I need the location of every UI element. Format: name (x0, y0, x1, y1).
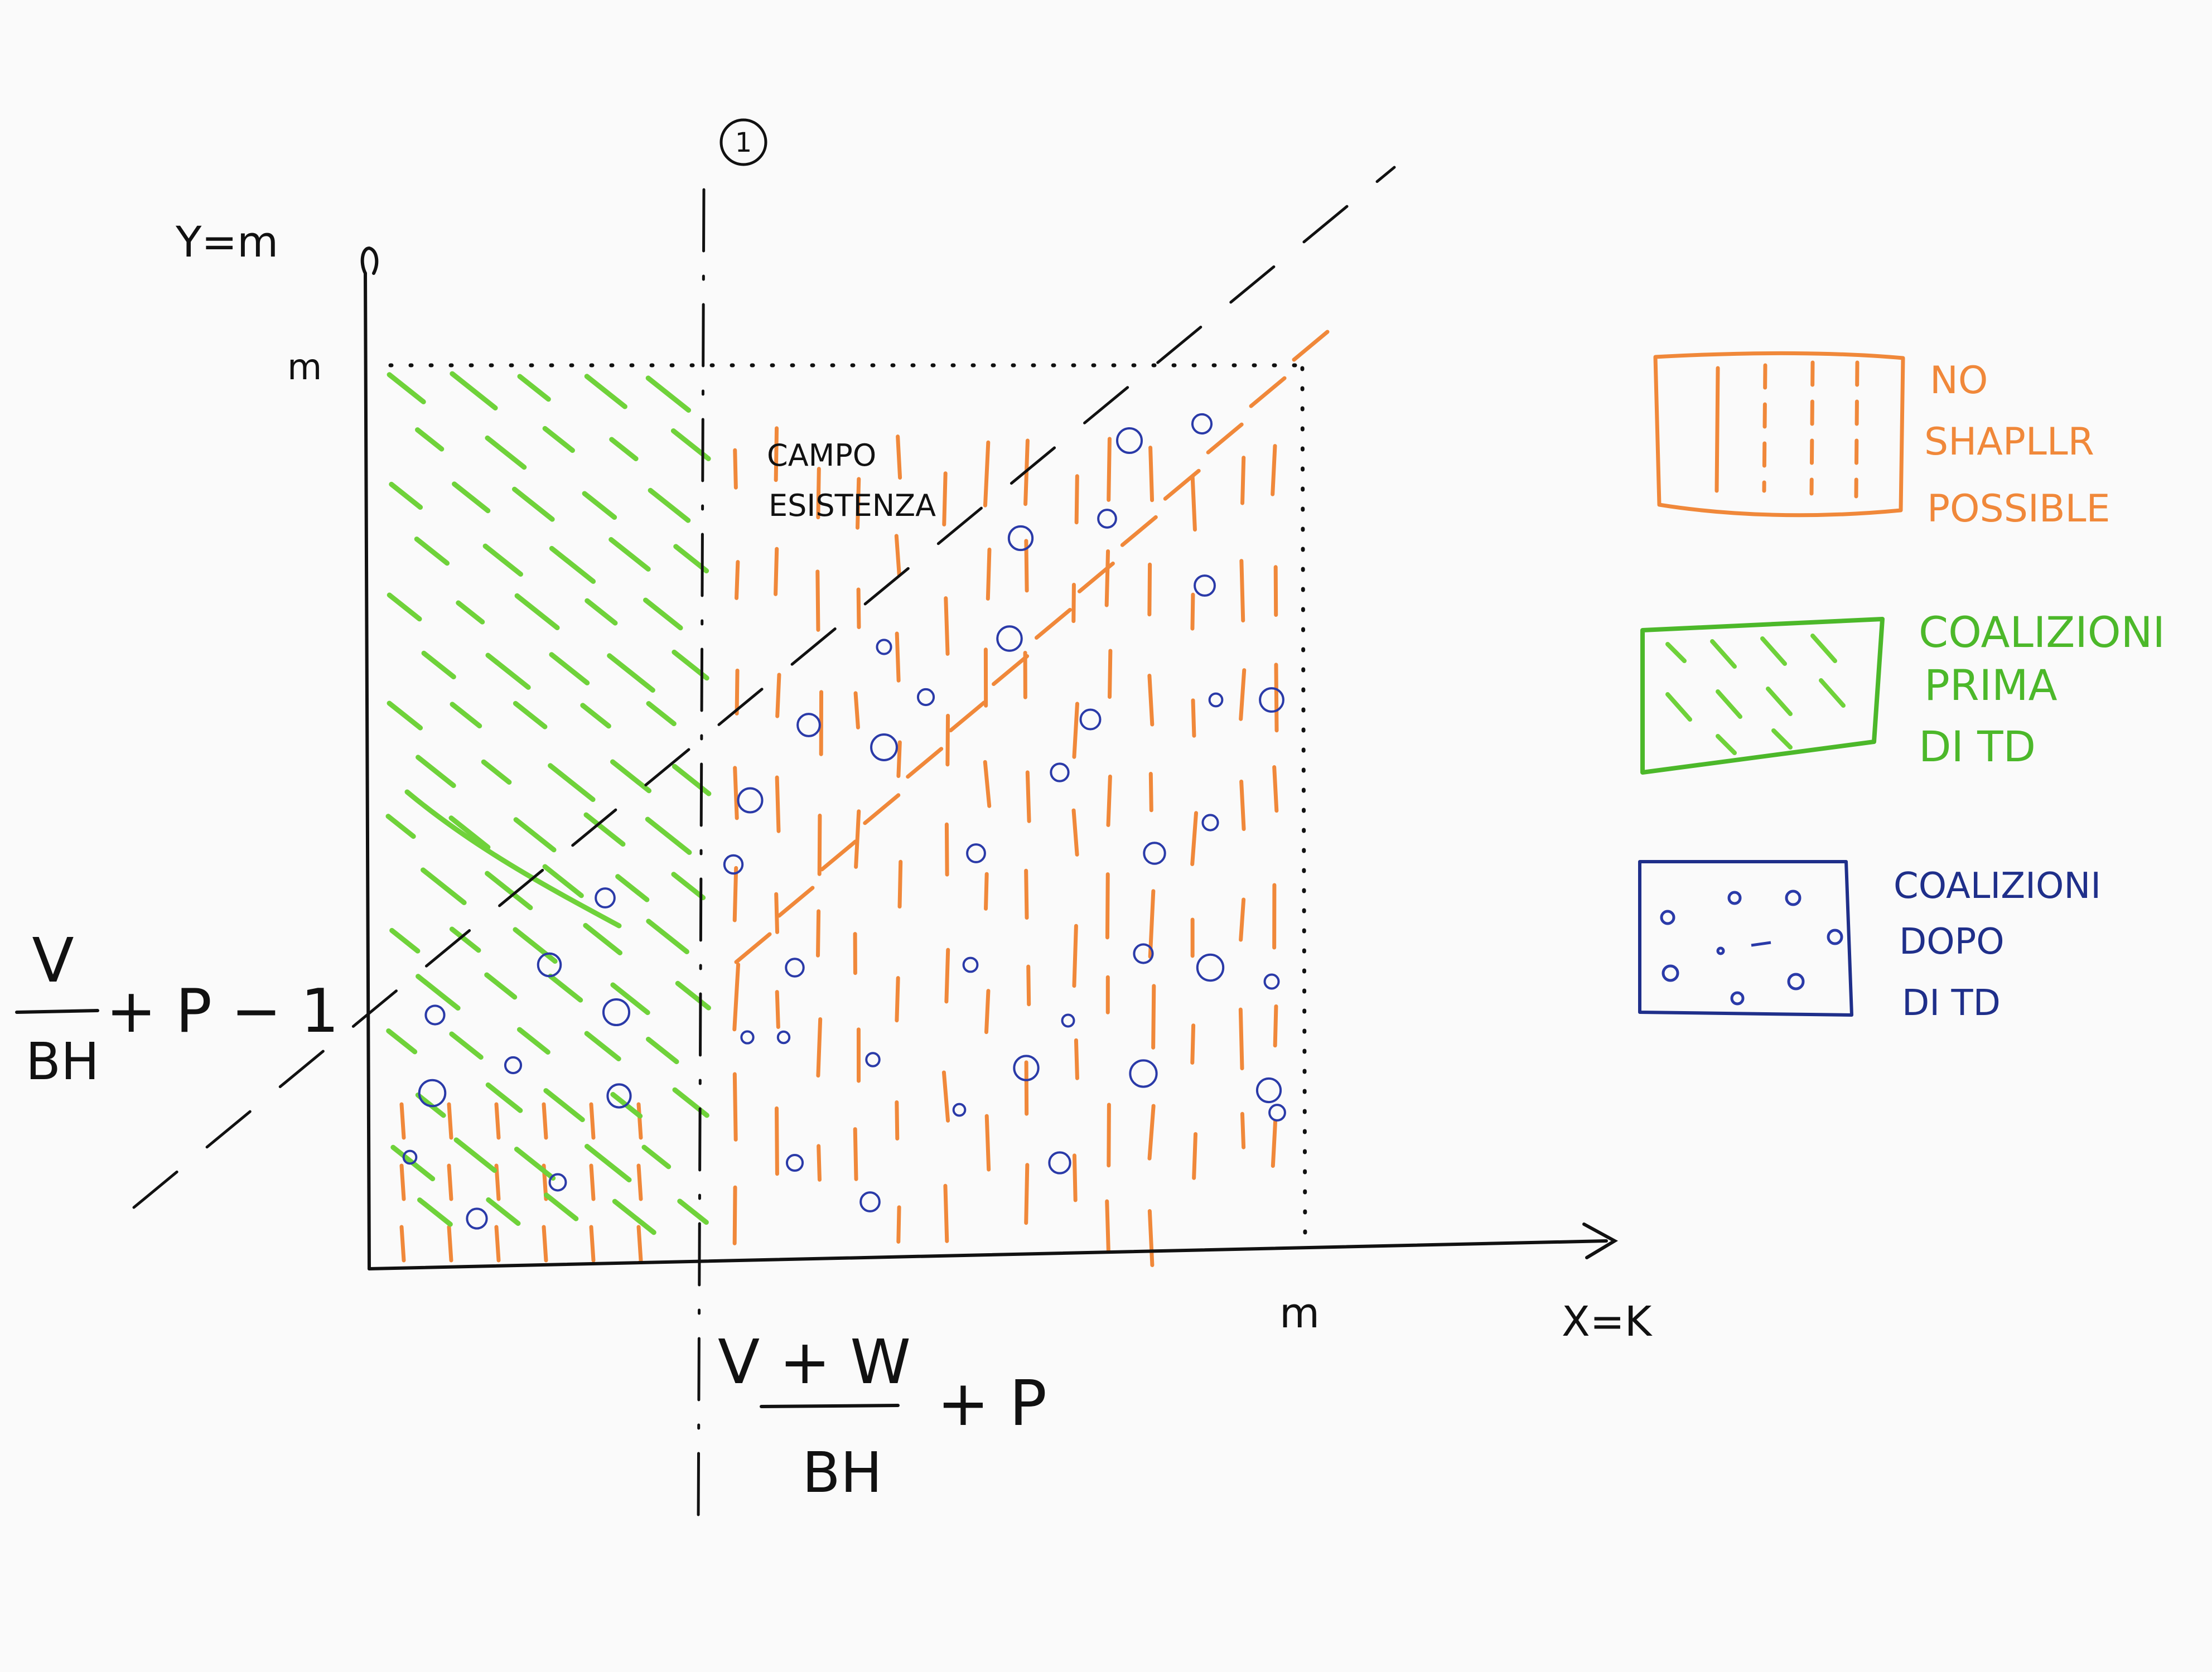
x-axis-arrow-icon (1582, 1222, 1619, 1259)
coalitions-after-region (402, 413, 1286, 1230)
legend-label-after-3: DI TD (1902, 983, 2001, 1024)
coalitions-before-region (385, 371, 712, 1235)
x-threshold-expression: V + W BH + P (718, 1326, 1047, 1505)
y-axis-arrow-icon (360, 246, 379, 275)
campo-label-line1: CAMPO (767, 438, 876, 473)
no-shapley-region (399, 330, 1330, 1267)
x-max-dotted-line (1300, 366, 1307, 1240)
legend-label-no-shapley-3: POSSIBLE (1927, 487, 2110, 531)
campo-label-line2: ESISTENZA (769, 488, 936, 523)
x-axis-label: X=K (1562, 1298, 1653, 1346)
legend-swatch-before (1640, 617, 1885, 775)
legend-label-no-shapley-1: NO (1930, 359, 1988, 403)
y-axis-label: Y=m (175, 217, 278, 267)
legend-label-before-2: PRIMA (1924, 660, 2058, 710)
legend-swatch-after (1638, 860, 1853, 1017)
legend: NO SHAPLLR POSSIBLE COALIZIONI PRIMA DI … (1638, 351, 2165, 1024)
x-threshold-fraction-bar (760, 1404, 900, 1408)
y-intercept-rest: + P − 1 (106, 977, 339, 1046)
legend-label-before-1: COALIZIONI (1919, 607, 2165, 657)
y-intercept-expression: V BH + P − 1 (15, 925, 339, 1091)
y-intercept-numerator: V (32, 925, 74, 996)
legend-item-after: COALIZIONI DOPO DI TD (1638, 860, 2101, 1024)
x-threshold-denominator: BH (802, 1440, 882, 1505)
legend-label-no-shapley-2: SHAPLLR (1924, 420, 2094, 464)
x-max-tick-label: m (1279, 1289, 1320, 1337)
legend-label-after-2: DOPO (1899, 921, 2005, 963)
constraint-1-line (697, 188, 706, 1524)
constraint-1-number: 1 (735, 127, 752, 158)
diagonal-dashed-line (132, 166, 1396, 1209)
x-threshold-rest: + P (937, 1367, 1047, 1440)
constraint-1-marker: 1 (719, 118, 767, 166)
legend-swatch-no-shapley (1653, 351, 1905, 518)
legend-item-no-shapley: NO SHAPLLR POSSIBLE (1653, 351, 2110, 531)
x-threshold-numerator: V + W (718, 1326, 911, 1398)
x-axis-line (368, 1239, 1608, 1270)
axes (360, 246, 1619, 1270)
y-axis-line (364, 272, 371, 1270)
legend-label-before-3: DI TD (1919, 722, 2036, 771)
y-max-tick-label: m (287, 347, 322, 388)
y-intercept-denominator: BH (26, 1032, 99, 1091)
legend-label-after-1: COALIZIONI (1894, 866, 2101, 907)
y-intercept-fraction-bar (15, 1009, 99, 1014)
legend-item-before: COALIZIONI PRIMA DI TD (1640, 607, 2165, 775)
